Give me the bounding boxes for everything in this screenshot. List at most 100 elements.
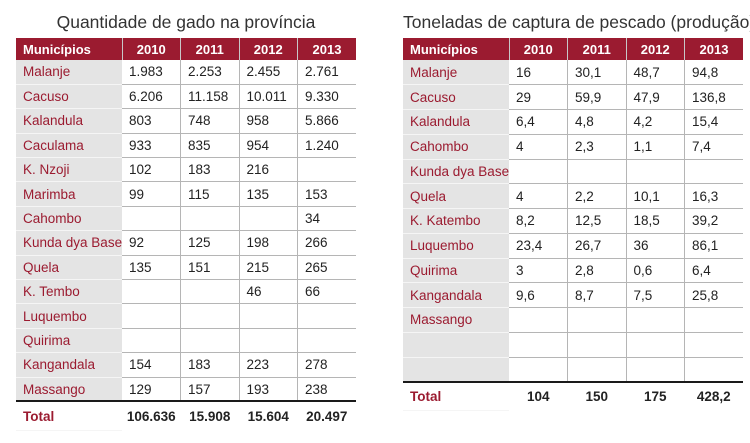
value-cell: 48,7 (626, 60, 685, 86)
value-cell: 94,8 (684, 60, 743, 86)
column-header-year: 2010 (509, 38, 568, 60)
table-row: Malanje 16 30,1 48,7 94,8 (403, 60, 743, 86)
value-cell: 9,6 (509, 282, 568, 308)
value-cell: 9.330 (297, 84, 356, 110)
value-cell (180, 303, 240, 329)
value-cell: 0,6 (626, 258, 685, 284)
value-cell: 102 (122, 157, 181, 183)
table-row: Quela 4 2,2 10,1 16,3 (403, 183, 743, 209)
municipality-cell: Malanje (16, 60, 122, 85)
value-cell: 15,4 (684, 109, 743, 135)
fish-catch-table-title: Toneladas de captura de pescado (produçã… (403, 12, 750, 32)
municipality-cell: Luquembo (16, 303, 122, 329)
value-cell (626, 357, 685, 383)
municipality-cell: Quirima (403, 258, 509, 284)
value-cell: 958 (239, 108, 298, 134)
table-body: Malanje 16 30,1 48,7 94,8 Cacuso 29 59,9 47,9 136… (403, 60, 743, 383)
value-cell: 59,9 (567, 84, 627, 110)
municipality-cell: Kangandala (16, 352, 122, 378)
value-cell: 12,5 (567, 208, 627, 234)
total-value: 175 (626, 380, 685, 411)
table-row: Kalandula 6,4 4,8 4,2 15,4 (403, 109, 743, 135)
table-row: Kalandula 803 748 958 5.866 (16, 108, 356, 134)
value-cell: 8,2 (509, 208, 568, 234)
value-cell (122, 279, 181, 305)
value-cell (239, 206, 298, 232)
value-cell: 135 (239, 181, 298, 207)
table-row: K. Nzoji 102 183 216 (16, 157, 356, 183)
value-cell (180, 328, 240, 354)
value-cell (567, 332, 627, 358)
value-cell: 265 (297, 255, 356, 281)
value-cell: 86,1 (684, 233, 743, 259)
table-row: Massango (403, 307, 743, 333)
value-cell (122, 328, 181, 354)
value-cell: 2,2 (567, 183, 627, 209)
header-row: Municípios 2010 2011 2012 2013 (403, 38, 743, 60)
column-header-year: 2013 (297, 38, 356, 60)
value-cell (509, 332, 568, 358)
table-row (403, 357, 743, 383)
value-cell: 10,1 (626, 183, 685, 209)
value-cell (509, 357, 568, 383)
value-cell (239, 328, 298, 354)
value-cell: 2.253 (180, 60, 240, 85)
municipality-cell: K. Nzoji (16, 157, 122, 183)
municipality-cell: Kunda dya Base (16, 230, 122, 256)
table-row: Massango 129 157 193 238 (16, 377, 356, 402)
table-header: Municípios 2010 2011 2012 2013 (403, 38, 743, 60)
total-value: 15.908 (180, 400, 239, 431)
column-header-year: 2012 (239, 38, 298, 60)
municipality-cell: Kalandula (16, 108, 122, 134)
value-cell: 151 (180, 255, 240, 281)
total-value: 428,2 (684, 380, 743, 411)
value-cell: 266 (297, 230, 356, 256)
value-cell: 1.983 (122, 60, 181, 85)
value-cell: 5.866 (297, 108, 356, 134)
table-row: Cacuso 29 59,9 47,9 136,8 (403, 84, 743, 110)
municipality-cell: K. Tembo (16, 279, 122, 305)
table-row: Kangandala 9,6 8,7 7,5 25,8 (403, 282, 743, 308)
municipality-cell: Kangandala (403, 282, 509, 308)
value-cell: 129 (122, 377, 181, 402)
value-cell: 153 (297, 181, 356, 207)
value-cell: 6,4 (684, 258, 743, 284)
municipality-cell: Quirima (16, 328, 122, 354)
value-cell: 26,7 (567, 233, 627, 259)
table-row: Malanje 1.983 2.253 2.455 2.761 (16, 60, 356, 85)
municipality-cell: Cacuso (16, 84, 122, 110)
livestock-panel: Quantidade de gado na província Municípi… (16, 0, 356, 431)
value-cell: 4,2 (626, 109, 685, 135)
value-cell: 47,9 (626, 84, 685, 110)
value-cell: 136,8 (684, 84, 743, 110)
table-row: Kangandala 154 183 223 278 (16, 352, 356, 378)
value-cell: 11.158 (180, 84, 240, 110)
value-cell (297, 328, 356, 354)
value-cell: 2,8 (567, 258, 627, 284)
fish-catch-panel: Toneladas de captura de pescado (produçã… (403, 0, 750, 412)
table-row: Luquembo (16, 303, 356, 329)
value-cell: 23,4 (509, 233, 568, 259)
value-cell: 157 (180, 377, 240, 402)
value-cell: 29 (509, 84, 568, 110)
value-cell: 216 (239, 157, 298, 183)
value-cell: 154 (122, 352, 181, 378)
table-row: K. Tembo 46 66 (16, 279, 356, 305)
table-row: K. Katembo 8,2 12,5 18,5 39,2 (403, 208, 743, 234)
value-cell: 803 (122, 108, 181, 134)
municipality-cell: Quela (16, 255, 122, 281)
total-label: Total (16, 400, 122, 431)
value-cell: 6.206 (122, 84, 181, 110)
table-row: Kunda dya Base 92 125 198 266 (16, 230, 356, 256)
total-value: 104 (509, 380, 568, 411)
value-cell: 1.240 (297, 133, 356, 159)
value-cell (122, 206, 181, 232)
value-cell (180, 279, 240, 305)
value-cell: 238 (297, 377, 356, 402)
value-cell: 193 (239, 377, 298, 402)
value-cell: 8,7 (567, 282, 627, 308)
table-footer: Total 106.636 15.908 15.604 20.497 (16, 400, 356, 431)
column-header-year: 2012 (626, 38, 685, 60)
value-cell: 835 (180, 133, 240, 159)
municipality-cell: Cahombo (403, 134, 509, 160)
